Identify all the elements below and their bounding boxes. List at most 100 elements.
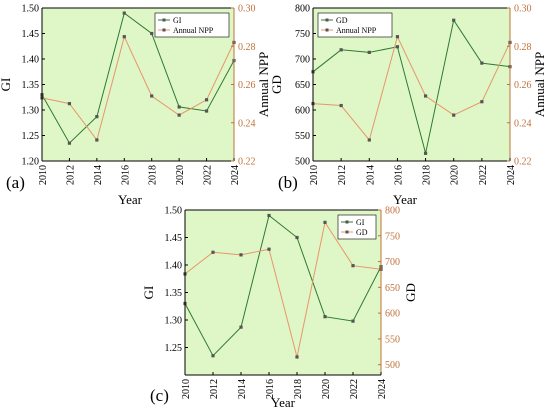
y-left-tick-label: 1.45 — [165, 233, 183, 244]
x-tick-label: 2022 — [349, 379, 360, 399]
x-tick-label: 2020 — [175, 165, 186, 185]
legend-marker — [325, 28, 329, 32]
data-point — [423, 94, 428, 98]
x-tick-label: 2020 — [321, 379, 332, 399]
x-tick-label: 2012 — [65, 165, 76, 185]
y-right-tick-label: 0.28 — [514, 42, 532, 53]
x-tick-label: 2012 — [337, 165, 348, 185]
legend-label: Annual NPP — [336, 26, 377, 35]
series-line-gi — [184, 214, 382, 357]
data-point — [204, 98, 209, 102]
x-tick-label: 2014 — [93, 165, 104, 185]
legend-marker — [345, 220, 349, 224]
y-right-tick-label: 700 — [385, 257, 400, 268]
legend-label: GD — [356, 228, 368, 237]
x-tick-label: 2016 — [393, 165, 404, 185]
y-right-axis-label: GD — [403, 283, 418, 302]
y-right-tick-label: 0.22 — [514, 157, 532, 168]
data-point — [122, 35, 126, 39]
x-tick-label: 2014 — [365, 165, 376, 185]
legend-marker — [325, 18, 329, 22]
legend-label: Annual NPP — [173, 26, 214, 35]
data-point — [323, 315, 327, 319]
data-point — [480, 61, 484, 65]
y-left-tick-label: 1.45 — [22, 29, 40, 40]
data-point — [339, 103, 343, 108]
legend-marker — [162, 18, 166, 22]
series-line-gd — [184, 221, 382, 358]
y-right-tick-label: 0.24 — [514, 118, 532, 129]
y-left-axis-label: GI — [141, 286, 156, 300]
data-point — [367, 50, 371, 54]
data-point — [177, 113, 181, 117]
y-left-tick-label: 550 — [295, 131, 310, 142]
y-right-tick-label: 500 — [385, 360, 400, 371]
x-tick-label: 2016 — [120, 165, 131, 185]
data-point — [177, 105, 181, 109]
legend-label: GI — [173, 16, 182, 25]
y-right-tick-label: 0.28 — [238, 42, 256, 53]
data-point — [67, 141, 72, 145]
data-point — [395, 35, 400, 39]
x-tick-label: 2010 — [38, 165, 49, 185]
y-left-tick-label: 1.25 — [22, 131, 40, 142]
data-point — [395, 45, 400, 49]
x-axis-label: Year — [393, 192, 418, 207]
y-left-tick-label: 650 — [295, 80, 310, 91]
x-axis-label: Year — [118, 192, 143, 207]
data-point — [480, 100, 484, 104]
data-point — [423, 151, 428, 155]
y-right-tick-label: 0.24 — [238, 118, 256, 129]
data-point — [204, 109, 209, 113]
y-left-tick-label: 1.20 — [22, 157, 40, 168]
data-point — [122, 11, 126, 15]
data-point — [351, 319, 355, 323]
data-point — [267, 213, 271, 218]
y-right-tick-label: 0.22 — [238, 157, 256, 168]
y-left-tick-label: 1.50 — [22, 4, 40, 15]
x-tick-label: 2024 — [506, 165, 517, 185]
legend-marker — [162, 28, 166, 32]
data-point — [95, 138, 99, 142]
data-point — [239, 253, 243, 257]
data-point — [211, 250, 215, 254]
y-right-tick-label: 0.26 — [238, 80, 256, 91]
data-point — [211, 354, 215, 358]
x-tick-label: 2014 — [237, 379, 248, 399]
y-right-tick-label: 750 — [385, 231, 400, 242]
y-left-tick-label: 750 — [295, 29, 310, 40]
x-tick-label: 2022 — [203, 165, 214, 185]
y-right-tick-label: 0.26 — [514, 80, 532, 91]
panel-label: (b) — [278, 173, 298, 192]
data-point — [295, 235, 299, 240]
x-tick-label: 2012 — [209, 379, 220, 399]
y-left-tick-label: 1.35 — [22, 80, 40, 91]
x-axis-label: Year — [271, 395, 296, 410]
legend-label: GD — [336, 16, 348, 25]
y-left-tick-label: 1.40 — [165, 261, 183, 272]
legend-label: GI — [356, 218, 365, 227]
y-left-axis-label: GD — [269, 75, 284, 94]
legend-box — [337, 214, 377, 240]
x-tick-label: 2018 — [148, 165, 159, 185]
x-tick-label: 2010 — [309, 165, 320, 185]
data-point — [150, 94, 154, 98]
data-point — [323, 220, 327, 224]
x-tick-label: 2010 — [181, 379, 192, 399]
series-line-gi — [41, 12, 235, 144]
x-tick-label: 2024 — [377, 379, 388, 399]
x-tick-label: 2024 — [230, 165, 241, 185]
y-left-tick-label: 500 — [295, 157, 310, 168]
y-left-tick-label: 1.30 — [165, 316, 183, 327]
data-point — [351, 264, 355, 268]
y-left-tick-label: 1.40 — [22, 55, 40, 66]
series-line-annual-npp — [41, 35, 235, 142]
panel-label: (a) — [6, 173, 25, 192]
y-right-axis-label: Annual NPP — [532, 52, 547, 117]
data-point — [267, 247, 271, 251]
data-point — [67, 102, 72, 106]
